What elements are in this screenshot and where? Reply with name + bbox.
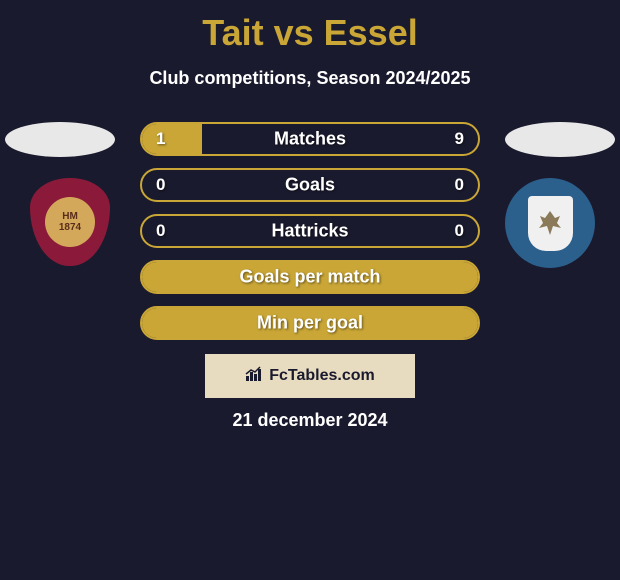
date-label: 21 december 2024: [232, 410, 387, 431]
stat-bar-matches: 1 Matches 9: [140, 122, 480, 156]
stat-label: Hattricks: [271, 221, 348, 242]
stat-label: Goals: [285, 175, 335, 196]
stat-label: Matches: [274, 129, 346, 150]
stat-bar-min-per-goal: Min per goal: [140, 306, 480, 340]
stat-bar-goals-per-match: Goals per match: [140, 260, 480, 294]
stat-label: Goals per match: [239, 267, 380, 288]
stat-value-left: 1: [156, 129, 165, 149]
bar-fill-left: [142, 124, 202, 154]
stat-value-right: 0: [455, 175, 464, 195]
badge-left-text-bottom: 1874: [59, 222, 81, 233]
badge-left-text-top: HM: [62, 211, 78, 222]
page-subtitle: Club competitions, Season 2024/2025: [0, 68, 620, 89]
source-label: FcTables.com: [269, 367, 375, 385]
stat-bar-goals: 0 Goals 0: [140, 168, 480, 202]
player-photo-right: [505, 122, 615, 157]
stat-value-left: 0: [156, 221, 165, 241]
stat-value-right: 9: [455, 129, 464, 149]
stat-value-right: 0: [455, 221, 464, 241]
eagle-icon: [535, 208, 565, 238]
stjohnstone-crest-icon: [505, 178, 595, 268]
stat-bar-hattricks: 0 Hattricks 0: [140, 214, 480, 248]
player-photo-left: [5, 122, 115, 157]
club-badge-left: HM 1874: [20, 178, 120, 268]
hearts-crest-icon: HM 1874: [30, 178, 110, 266]
chart-icon: [245, 366, 263, 387]
stat-value-left: 0: [156, 175, 165, 195]
club-badge-right: [500, 178, 600, 268]
page-title: Tait vs Essel: [0, 0, 620, 54]
source-attribution[interactable]: FcTables.com: [205, 354, 415, 398]
stat-label: Min per goal: [257, 313, 363, 334]
stats-bars: 1 Matches 9 0 Goals 0 0 Hattricks 0 Goal…: [140, 122, 480, 352]
